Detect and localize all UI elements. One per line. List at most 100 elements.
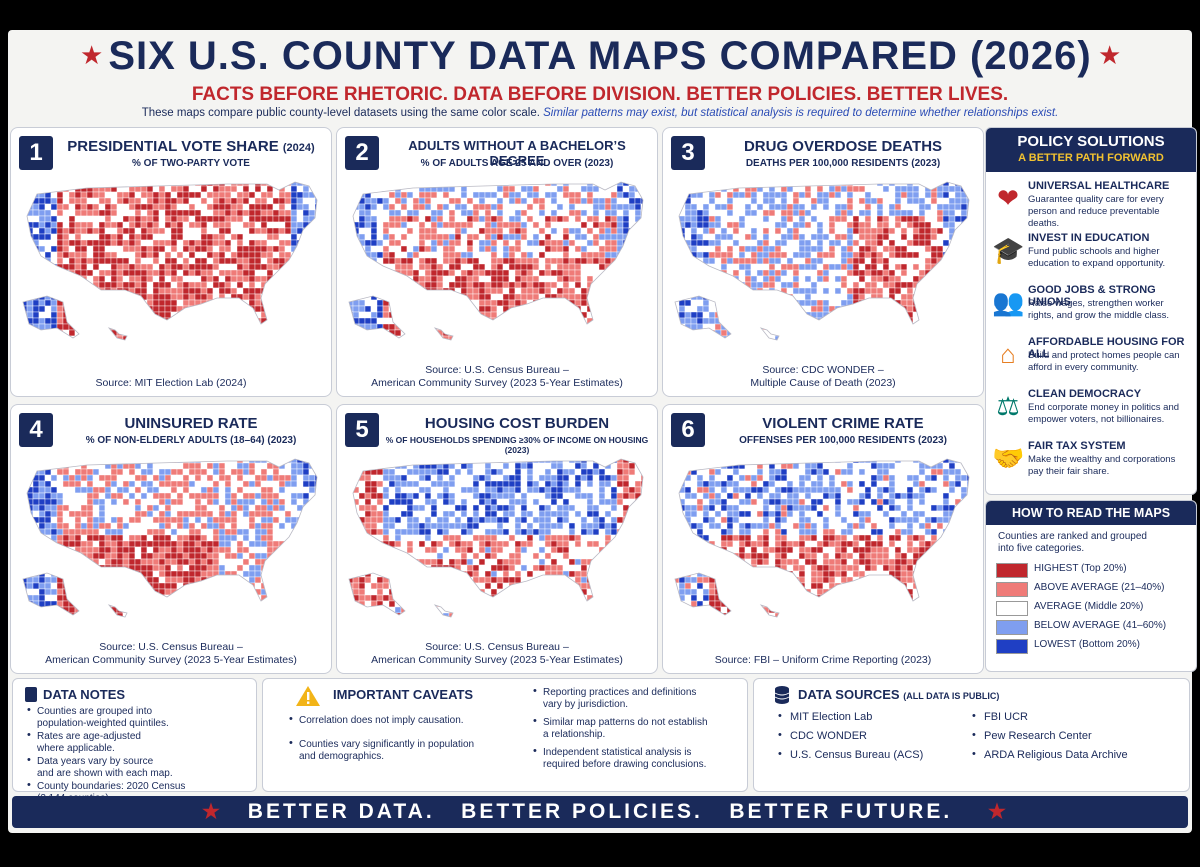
map-title: PRESIDENTIAL VOTE SHARE (2024)	[57, 138, 325, 155]
bullet-icon: •	[533, 745, 537, 757]
map-source-line: Source: U.S. Census Bureau –	[425, 641, 569, 653]
data-source-item: MIT Election Lab	[790, 711, 873, 723]
legend-intro-line: Counties are ranked and grouped	[998, 531, 1147, 542]
bullet-icon: •	[27, 704, 31, 716]
bullet-icon: •	[533, 685, 537, 697]
policy-item-title: FAIR TAX SYSTEM	[1028, 440, 1126, 452]
bullet-icon: •	[289, 737, 293, 749]
map-panel-4: 4 UNINSURED RATE % OF NON-ELDERLY ADULTS …	[10, 404, 332, 674]
legend-panel: HOW TO READ THE MAPS Counties are ranked…	[985, 500, 1197, 672]
legend-swatch	[996, 639, 1028, 654]
data-source-item: Pew Research Center	[984, 730, 1092, 742]
legend-swatch	[996, 563, 1028, 578]
map-source: Source: U.S. Census Bureau – American Com…	[337, 364, 657, 390]
caveat-line: Similar map patterns do not establish	[543, 717, 708, 728]
data-note: Rates are age-adjusted where applicable.	[37, 731, 141, 755]
data-notes-panel: DATA NOTES • Counties are grouped into pop…	[12, 678, 257, 804]
legend-swatch	[996, 620, 1028, 635]
page-title: SIX U.S. COUNTY DATA MAPS COMPARED (2026…	[108, 34, 1092, 78]
bullet-icon: •	[972, 748, 976, 760]
footer-banner: ★ BETTER DATA. BETTER POLICIES. BETTER F…	[12, 796, 1188, 828]
clipboard-icon	[25, 687, 37, 702]
policy-item-title: UNIVERSAL HEALTHCARE	[1028, 180, 1170, 192]
legend-item: HIGHEST (Top 20%)	[996, 563, 1186, 578]
map-source: Source: CDC WONDER – Multiple Cause of De…	[663, 364, 983, 390]
handshake-icon: 🤝	[992, 443, 1025, 473]
map-source: Source: U.S. Census Bureau – American Com…	[11, 641, 331, 667]
map-source-line: Source: MIT Election Lab (2024)	[95, 377, 247, 389]
intro-text: These maps compare public county-level d…	[0, 107, 1200, 119]
bullet-icon: •	[533, 715, 537, 727]
map-source-line: American Community Survey (2023 5-Year E…	[371, 654, 623, 666]
scales-icon: ⚖	[996, 391, 1020, 421]
policy-item-title: AFFORDABLE HOUSING FOR ALL	[1028, 336, 1185, 360]
caveat-line: required before drawing conclusions.	[543, 759, 707, 770]
map-panel-3: 3 DRUG OVERDOSE DEATHS DEATHS PER 100,000…	[662, 127, 984, 397]
policy-item: ⚖ CLEAN DEMOCRACY End corporate money in p…	[992, 388, 1188, 436]
bullet-icon: •	[972, 729, 976, 741]
note-line: population-weighted quintiles.	[37, 718, 169, 729]
bullet-icon: •	[972, 710, 976, 722]
policy-item-desc: Build and protect homes people can affor…	[1028, 350, 1180, 373]
map-title-text: VIOLENT CRIME RATE	[762, 415, 924, 432]
map-source: Source: FBI – Uniform Crime Reporting (2…	[663, 654, 983, 667]
sources-title-note: (ALL DATA IS PUBLIC)	[903, 691, 1000, 701]
policy-header: POLICY SOLUTIONS A BETTER PATH FORWARD	[986, 128, 1196, 172]
legend-title: HOW TO READ THE MAPS	[986, 501, 1196, 525]
map-source-line: Source: U.S. Census Bureau –	[425, 364, 569, 376]
star-icon: ★	[202, 801, 223, 823]
bullet-icon: •	[27, 779, 31, 791]
caveat-line: Correlation does not imply causation.	[299, 715, 464, 726]
map-number-badge: 5	[345, 413, 379, 447]
caveat-item: Correlation does not imply causation.	[299, 715, 464, 727]
graduation-cap-icon: 🎓	[992, 235, 1025, 265]
sources-title-text: DATA SOURCES	[798, 687, 900, 702]
policy-item-desc: End corporate money in politics and empo…	[1028, 402, 1180, 425]
policy-title: POLICY SOLUTIONS	[1017, 133, 1165, 150]
map-source-line: American Community Survey (2023 5-Year E…	[45, 654, 297, 666]
policy-subtitle: A BETTER PATH FORWARD	[1018, 152, 1164, 164]
footer-text: BETTER DATA. BETTER POLICIES. BETTER FUT…	[247, 800, 953, 823]
legend-label: HIGHEST (Top 20%)	[1034, 563, 1127, 574]
data-source-item: U.S. Census Bureau (ACS)	[790, 749, 924, 761]
map-subtitle: % OF ADULTS AGE 25 AND OVER (2023)	[420, 158, 614, 169]
caveat-item: Counties vary significantly in populatio…	[299, 739, 474, 763]
caveat-line: a relationship.	[543, 729, 606, 740]
caveat-line: Independent statistical analysis is	[543, 747, 692, 758]
note-line: Counties are grouped into	[37, 706, 153, 717]
map-source-line: Source: CDC WONDER –	[762, 364, 884, 376]
map-source-line: Source: U.S. Census Bureau –	[99, 641, 243, 653]
policy-item-desc: Guarantee quality care for every person …	[1028, 194, 1164, 229]
policy-item: 🤝 FAIR TAX SYSTEM Make the wealthy and cor…	[992, 440, 1188, 488]
policy-solutions-panel: POLICY SOLUTIONS A BETTER PATH FORWARD ❤…	[985, 127, 1197, 495]
people-icon: 👥	[992, 287, 1025, 317]
legend-item: AVERAGE (Middle 20%)	[996, 601, 1186, 616]
map-number-badge: 6	[671, 413, 705, 447]
legend-intro-line: into five categories.	[998, 543, 1085, 554]
star-icon: ★	[80, 40, 104, 70]
policy-item-desc: Fund public schools and higher education…	[1028, 246, 1166, 269]
page-subtitle: FACTS BEFORE RHETORIC. DATA BEFORE DIVIS…	[191, 84, 1009, 105]
caveat-line: Reporting practices and definitions	[543, 687, 697, 698]
caveats-title: IMPORTANT CAVEATS	[333, 687, 474, 702]
caveat-item: Similar map patterns do not establish a r…	[543, 717, 708, 741]
map-number-badge: 2	[345, 136, 379, 170]
map-number-badge: 4	[19, 413, 53, 447]
map-title-text: HOUSING COST BURDEN	[424, 415, 610, 432]
county-choropleth-map	[674, 458, 970, 618]
legend-label: ABOVE AVERAGE (21–40%)	[1034, 582, 1165, 593]
warning-icon	[296, 686, 320, 706]
policy-item: ⌂ AFFORDABLE HOUSING FOR ALL Build and pro…	[992, 336, 1188, 384]
bullet-icon: •	[27, 729, 31, 741]
data-source-item: CDC WONDER	[790, 730, 867, 742]
data-sources-panel: DATA SOURCES (ALL DATA IS PUBLIC) • MIT E…	[753, 678, 1190, 792]
map-source-line: American Community Survey (2023 5-Year E…	[371, 377, 623, 389]
map-title: VIOLENT CRIME RATE	[709, 415, 977, 432]
county-choropleth-map	[22, 181, 318, 341]
data-notes-title: DATA NOTES	[43, 687, 126, 702]
caveats-panel: IMPORTANT CAVEATS • Correlation does not …	[262, 678, 748, 792]
legend-item: BELOW AVERAGE (41–60%)	[996, 620, 1186, 635]
data-note: Counties are grouped into population-weig…	[37, 706, 169, 730]
legend-label: LOWEST (Bottom 20%)	[1034, 639, 1140, 650]
map-subtitle: DEATHS PER 100,000 RESIDENTS (2023)	[745, 158, 941, 169]
